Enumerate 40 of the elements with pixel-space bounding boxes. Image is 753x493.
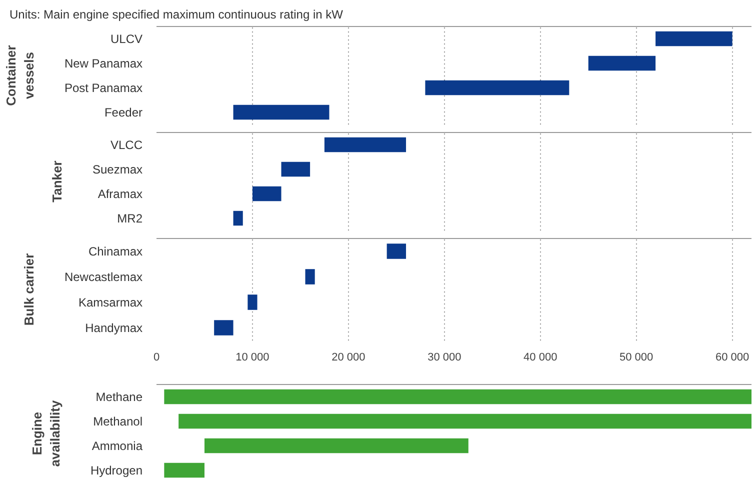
y-tick-label: MR2: [117, 211, 143, 226]
y-tick-label: Suezmax: [92, 162, 143, 176]
bar: [233, 104, 330, 120]
y-tick-label: Feeder: [104, 105, 143, 120]
y-tick-label: Hydrogen: [90, 463, 142, 478]
x-tick-label: 10 000: [236, 352, 270, 364]
bar: [588, 56, 656, 71]
bar: [324, 137, 406, 152]
y-axis-title: Container vessels: [3, 45, 36, 106]
y-tick-label: Post Panamax: [64, 80, 143, 95]
y-tick-label: Chinamax: [88, 244, 143, 258]
y-tick-label: Aframax: [98, 186, 143, 201]
bar: [214, 320, 234, 336]
y-tick-label: ULCV: [110, 32, 143, 46]
y-tick-label: Methanol: [93, 414, 143, 428]
bar: [656, 31, 732, 46]
x-tick-label: 20 000: [332, 352, 366, 364]
bar: [248, 294, 258, 310]
y-axis-title: Engine availability: [29, 399, 62, 467]
y-tick-label: Kamsarmax: [78, 295, 142, 310]
x-tick-label: 40 000: [524, 352, 558, 364]
y-tick-label: Methane: [96, 390, 143, 404]
x-tick-label: 50 000: [620, 352, 654, 364]
bar: [281, 162, 310, 177]
x-tick-label: 60 000: [715, 352, 750, 364]
bar: [305, 269, 315, 284]
y-axis-title: Bulk carrier: [21, 253, 36, 326]
bar: [386, 244, 406, 259]
chart-title: Units: Main engine specified maximum continuous rating in kW: [10, 8, 344, 22]
bar: [233, 210, 243, 226]
bar: [252, 186, 282, 202]
y-axis-title: Tanker: [49, 160, 64, 202]
y-tick-label: Handymax: [85, 320, 142, 335]
y-tick-label: Newcastlemax: [64, 270, 143, 284]
y-tick-label: VLCC: [110, 138, 143, 152]
bar: [425, 80, 570, 96]
y-tick-label: Ammonia: [92, 438, 143, 453]
x-tick-label: 0: [153, 352, 160, 364]
y-tick-label: New Panamax: [64, 56, 143, 70]
x-tick-label: 30 000: [428, 352, 462, 364]
